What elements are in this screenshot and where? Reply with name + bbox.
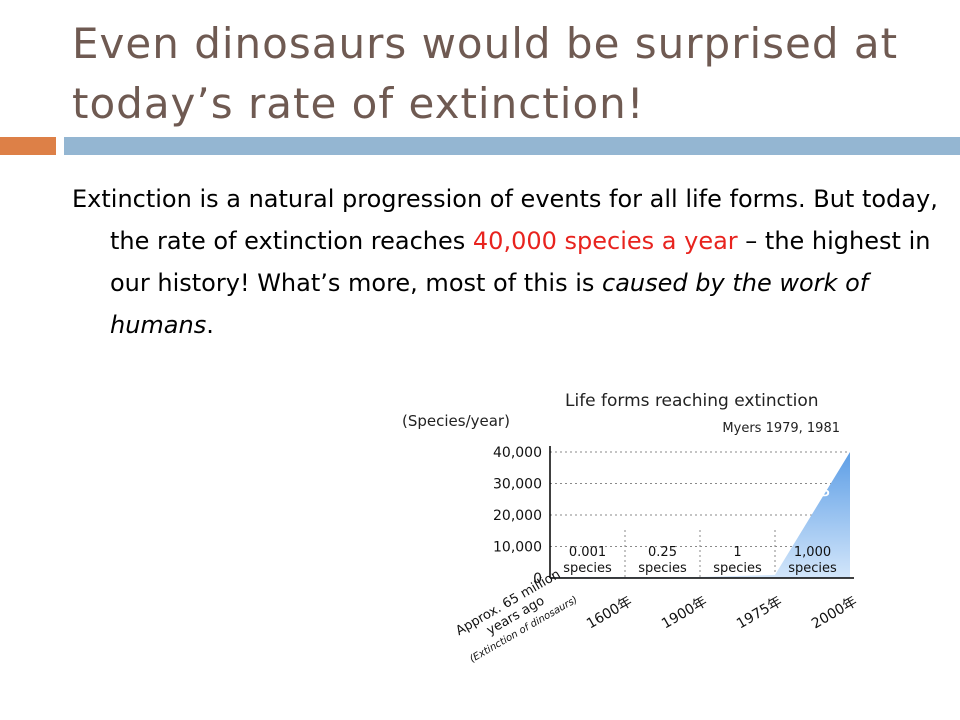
peak-label-unit: species bbox=[752, 477, 830, 501]
y-tick-label: 40,000 bbox=[493, 445, 542, 461]
body-text-part1: Extinction is a natural progression of e… bbox=[72, 185, 938, 255]
segment-label-value: 0.001 bbox=[569, 545, 606, 560]
accent-bar-orange bbox=[0, 137, 56, 155]
body-paragraph: Extinction is a natural progression of e… bbox=[72, 178, 960, 346]
body-text-part2: – the highest in our history! What’s mor… bbox=[110, 227, 931, 297]
peak-label-value: 40,000 bbox=[754, 454, 827, 478]
segment-label-unit: species bbox=[563, 561, 612, 576]
title-line-2: today’s rate of extinction! bbox=[72, 79, 645, 128]
extinction-chart: Life forms reaching extinction Myers 197… bbox=[402, 391, 860, 665]
body-text-end: . bbox=[206, 311, 214, 339]
slide-title: Even dinosaurs would be surprised at tod… bbox=[72, 14, 932, 134]
x-tick-label: 1975年 bbox=[734, 594, 785, 633]
chart-title: Life forms reaching extinction bbox=[565, 391, 819, 411]
extinction-area bbox=[550, 452, 850, 578]
segment-label-unit: species bbox=[638, 561, 687, 576]
y-tick-label: 10,000 bbox=[493, 540, 542, 556]
y-tick-label: 0 bbox=[533, 571, 542, 587]
chart-ylabel: (Species/year) bbox=[402, 412, 510, 430]
accent-bar-blue bbox=[64, 137, 960, 155]
body-italic-humans: caused by the work of humans bbox=[110, 269, 869, 339]
segment-label-value: 1 bbox=[733, 545, 741, 560]
x-tick-label: 1600年 bbox=[584, 594, 635, 633]
chart-segment-labels: 0.001species0.25species1species1,000spec… bbox=[563, 545, 837, 576]
segment-label-value: 0.25 bbox=[648, 545, 677, 560]
segment-label-unit: species bbox=[713, 561, 762, 576]
y-tick-label: 30,000 bbox=[493, 477, 542, 493]
x-tick-label: 2000年 bbox=[809, 594, 860, 633]
segment-label-value: 1,000 bbox=[794, 545, 831, 560]
y-tick-label: 20,000 bbox=[493, 508, 542, 524]
chart-source: Myers 1979, 1981 bbox=[722, 421, 840, 436]
segment-label-unit: species bbox=[788, 561, 837, 576]
chart-y-ticks: 40,000 30,000 20,000 10,000 0 bbox=[493, 445, 542, 587]
x-tick-label: 1900年 bbox=[659, 594, 710, 633]
body-highlight-rate: 40,000 species a year bbox=[472, 227, 738, 255]
title-line-1: Even dinosaurs would be surprised at bbox=[72, 19, 899, 68]
